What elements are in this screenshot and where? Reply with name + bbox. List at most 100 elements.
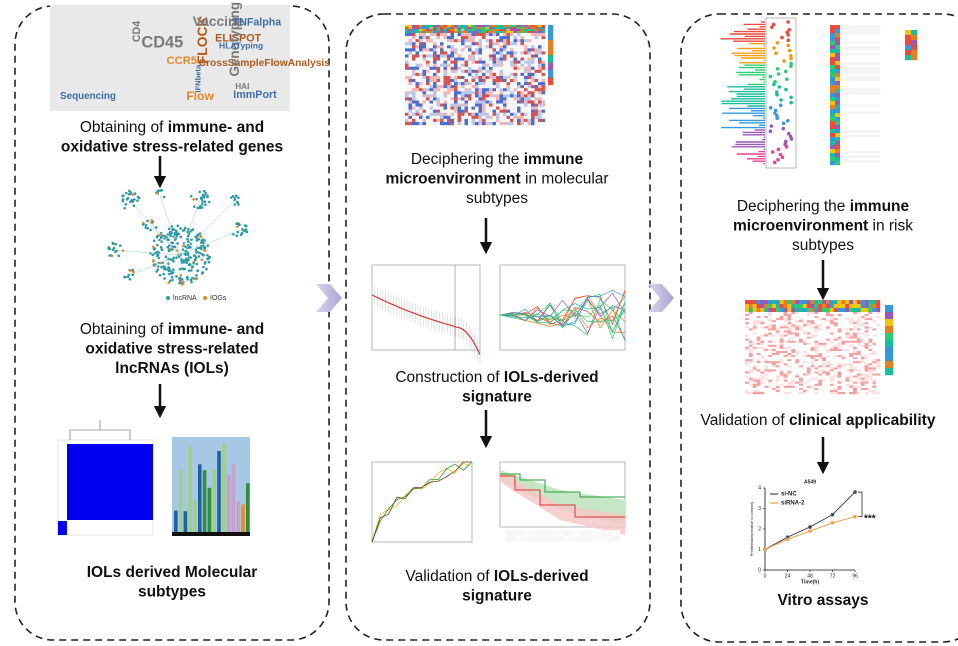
heatmap-cell [834, 369, 838, 371]
heatmap-cell [814, 326, 818, 328]
heatmap-cell [784, 349, 788, 351]
heatmap-cell [465, 54, 469, 57]
heatmap-cell [811, 345, 815, 347]
heatmap-cell [503, 107, 507, 110]
heatmap-cell [784, 367, 788, 369]
heatmap-cell [451, 91, 455, 94]
heatmap-cell [447, 94, 451, 97]
network-node [124, 276, 127, 279]
heatmap-cell [840, 72, 880, 75]
caption-line: subtypes [138, 584, 206, 601]
heatmap-cell [772, 304, 776, 308]
heatmap-cell [528, 110, 532, 113]
heatmap-cell [807, 322, 811, 324]
heatmap-cell [419, 94, 423, 97]
heatmap-cell [845, 363, 849, 365]
heatmap-cell [830, 357, 834, 359]
heatmap-cell [835, 145, 840, 149]
heatmap-cell [768, 328, 772, 330]
tracking-bar [184, 511, 188, 532]
heatmap-cell [440, 45, 444, 48]
heatmap-cell [444, 79, 448, 82]
heatmap-cell [857, 367, 861, 369]
heatmap-cell [795, 345, 799, 347]
network-node [204, 261, 207, 264]
heatmap-cell [822, 378, 826, 380]
heatmap-cell [412, 29, 416, 31]
heatmap-cell [475, 54, 479, 57]
heatmap-cell [768, 318, 772, 320]
heatmap-cell [479, 73, 483, 76]
heatmap-cell [749, 322, 753, 324]
heatmap-cell [503, 45, 507, 48]
heatmap-cell [542, 73, 546, 76]
heatmap-cell [458, 82, 462, 85]
heatmap-cell [865, 351, 869, 353]
heatmap-cell [447, 88, 451, 91]
heatmap-cell [803, 365, 807, 367]
heatmap-cell [811, 386, 815, 388]
heatmap-cell [845, 326, 849, 328]
heatmap-cell [811, 337, 815, 339]
heatmap-cell [814, 363, 818, 365]
heatmap-cell [840, 142, 880, 145]
network-node [180, 274, 183, 277]
heatmap-cell [472, 36, 476, 39]
heatmap-cell [764, 349, 768, 351]
heatmap-cell [857, 349, 861, 351]
heatmap-cell [845, 384, 849, 386]
heatmap-cell [749, 392, 753, 394]
heatmap-cell [447, 116, 451, 119]
heatmap-cell [412, 122, 416, 125]
heatmap-cell [535, 51, 539, 54]
heatmap-cell [486, 64, 490, 67]
heatmap-cell [799, 353, 803, 355]
heatmap-cell [780, 341, 784, 343]
heatmap-cell [749, 363, 753, 365]
caption-text: Obtaining of [80, 321, 168, 338]
heatmap-cell [834, 337, 838, 339]
heatmap-cell [514, 79, 518, 82]
heatmap-cell [753, 300, 757, 304]
heatmap-cell [840, 46, 880, 49]
heatmap-cell [764, 304, 768, 308]
heatmap-cell [838, 330, 842, 332]
heatmap-cell [776, 390, 780, 392]
heatmap-cell [803, 353, 807, 355]
heatmap-cell [531, 58, 535, 61]
heatmap-cell [507, 76, 511, 79]
heatmap-cell [885, 305, 893, 312]
heatmap-cell [542, 42, 546, 45]
heatmap-cell [465, 51, 469, 54]
heatmap-cell [444, 97, 448, 100]
heatmap-cell [814, 382, 818, 384]
heatmap-cell [795, 343, 799, 345]
heatmap-cell [749, 314, 753, 316]
heatmap-cell [849, 351, 853, 353]
network-node [190, 281, 193, 284]
heatmap-cell [412, 67, 416, 70]
heatmap-cell [760, 328, 764, 330]
heatmap-cell [531, 76, 535, 79]
heatmap-cell [799, 371, 803, 373]
heatmap-cell [760, 335, 764, 337]
network-node [153, 240, 156, 243]
heatmap-cell [840, 121, 880, 124]
heatmap-cell [768, 355, 772, 357]
heatmap-cell [461, 36, 465, 39]
heatmap-cell [409, 31, 413, 33]
heatmap-cell [444, 116, 448, 119]
heatmap-cell [764, 388, 768, 390]
heatmap-cell [517, 70, 521, 73]
heatmap-cell [776, 359, 780, 361]
heatmap-cell [768, 333, 772, 335]
heatmap-cell [500, 36, 504, 39]
heatmap-cell [776, 367, 780, 369]
network-node [195, 198, 198, 201]
heatmap-cell [814, 345, 818, 347]
heatmap-cell [868, 365, 872, 367]
heatmap-cell [409, 104, 413, 107]
heatmap-cell [409, 94, 413, 97]
heatmap-cell [768, 314, 772, 316]
heatmap-cell [472, 110, 476, 113]
